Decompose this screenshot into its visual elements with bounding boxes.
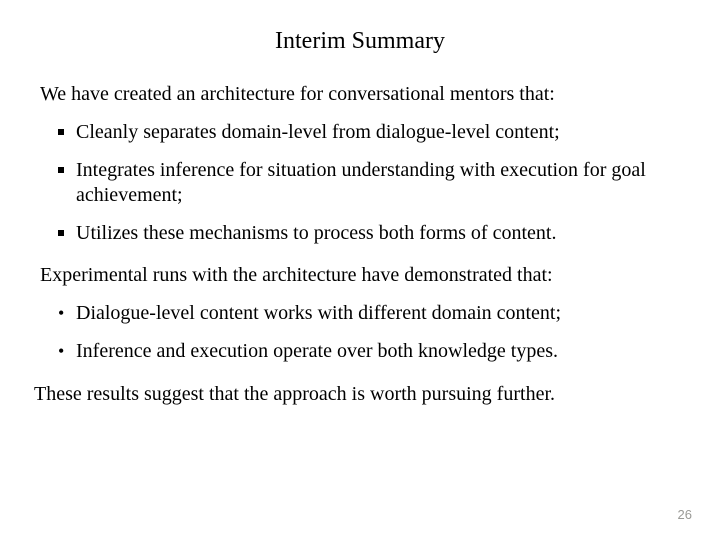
page-number: 26 <box>678 507 692 522</box>
intro-paragraph-2: Experimental runs with the architecture … <box>40 264 680 287</box>
bullet-list-2: Dialogue-level content works with differ… <box>40 301 680 364</box>
list-item: Inference and execution operate over bot… <box>58 339 680 365</box>
bullet-list-1: Cleanly separates domain-level from dial… <box>40 120 680 246</box>
list-item: Cleanly separates domain-level from dial… <box>58 120 680 146</box>
page-title: Interim Summary <box>40 28 680 55</box>
list-item: Dialogue-level content works with differ… <box>58 301 680 327</box>
closing-paragraph: These results suggest that the approach … <box>34 383 680 406</box>
list-item: Integrates inference for situation under… <box>58 158 680 209</box>
intro-paragraph-1: We have created an architecture for conv… <box>40 83 680 106</box>
list-item: Utilizes these mechanisms to process bot… <box>58 221 680 247</box>
